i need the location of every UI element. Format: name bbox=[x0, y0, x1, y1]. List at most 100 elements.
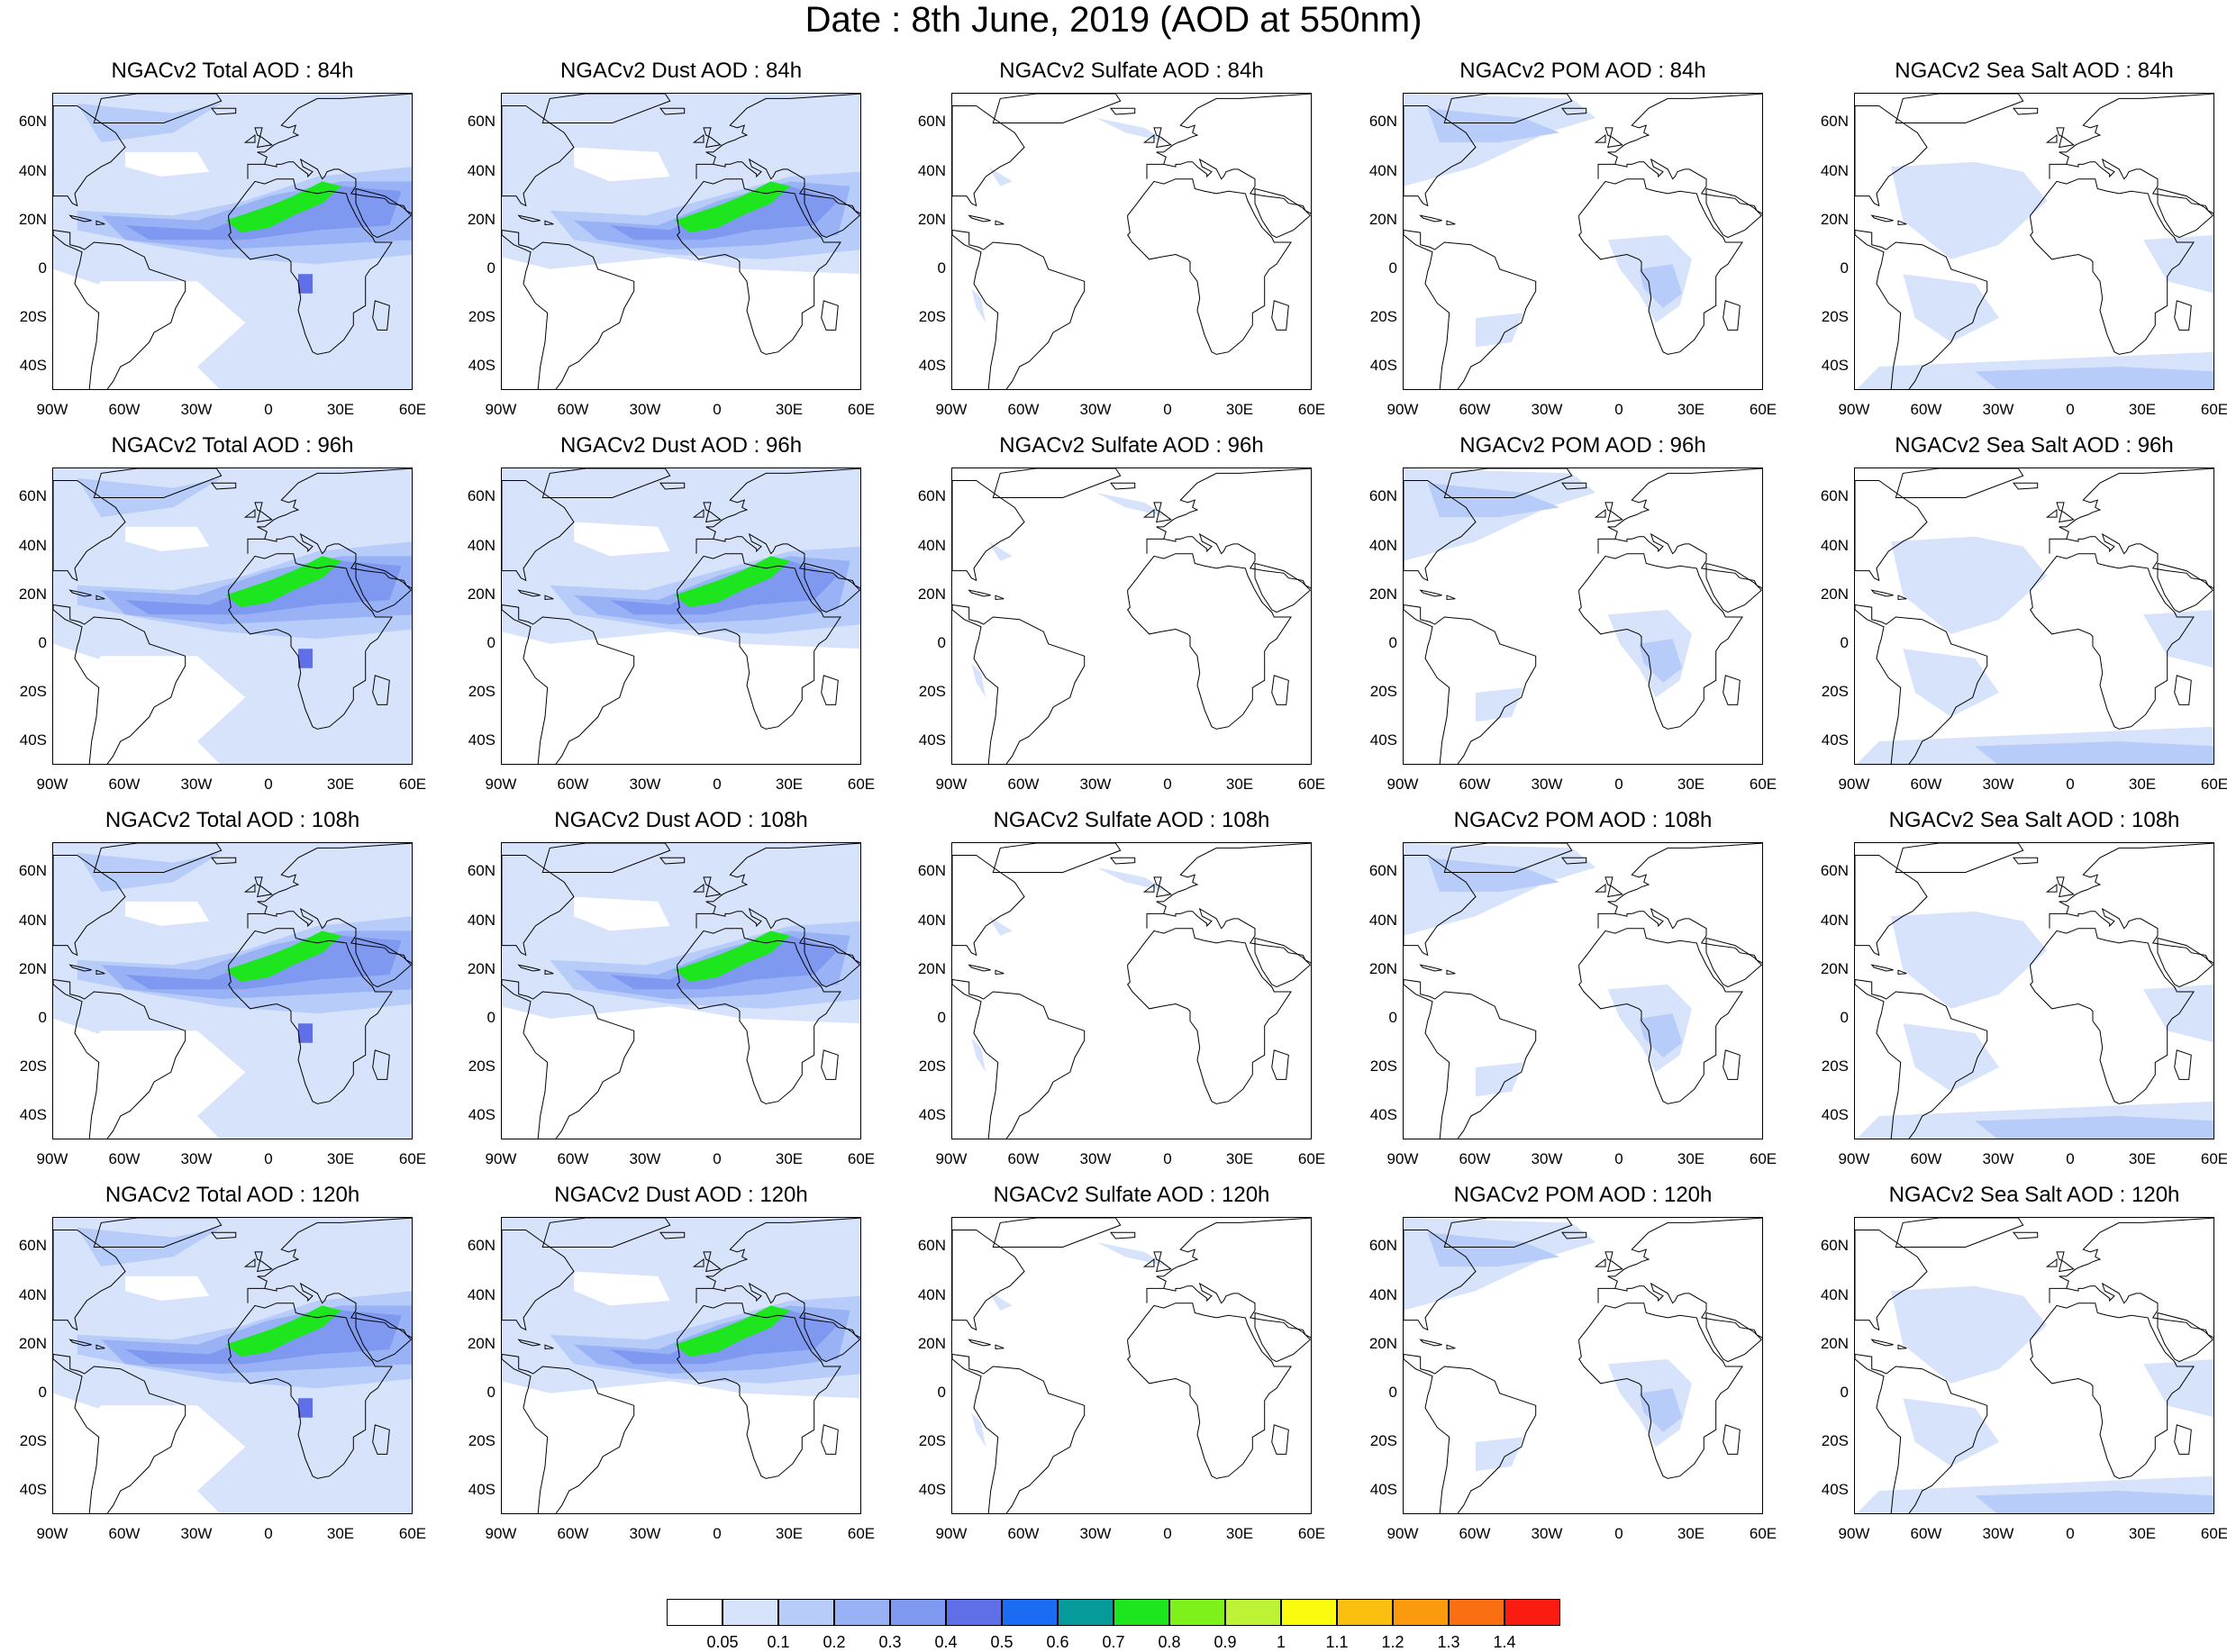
lat-tick-label: 20S bbox=[1369, 1057, 1397, 1075]
aod-field bbox=[125, 526, 210, 551]
coastline bbox=[1897, 595, 1907, 601]
aod-field bbox=[125, 901, 210, 926]
lat-tick-label: 40N bbox=[1368, 1285, 1397, 1303]
colorbar-swatch bbox=[1002, 1599, 1058, 1626]
lon-tick-label: 30E bbox=[1677, 1525, 1705, 1542]
coastline bbox=[703, 876, 722, 898]
coastline bbox=[1855, 480, 1928, 582]
lon-tick-label: 30E bbox=[775, 401, 804, 418]
aod-field bbox=[298, 274, 313, 294]
coastline bbox=[210, 482, 237, 490]
aod-field bbox=[1476, 1062, 1524, 1097]
lon-tick-label: 90W bbox=[485, 1525, 517, 1542]
lat-tick-label: 20N bbox=[917, 210, 946, 228]
aod-field bbox=[1975, 367, 2213, 389]
lat-tick-label: 40N bbox=[1368, 911, 1397, 929]
coastline bbox=[1443, 468, 1573, 498]
map-panel-sulfate-96h bbox=[951, 467, 1312, 765]
lon-tick-label: 30W bbox=[180, 776, 213, 793]
aod-field bbox=[1096, 493, 1168, 518]
lat-tick-label: 0 bbox=[937, 633, 946, 651]
aod-field bbox=[1096, 867, 1168, 893]
map-panel-dust-84h bbox=[501, 93, 861, 390]
lon-tick-label: 0 bbox=[1614, 401, 1623, 418]
lon-tick-label: 30W bbox=[629, 776, 661, 793]
aod-field bbox=[2143, 235, 2213, 294]
panel-title: NGACv2 Sulfate AOD : 96h bbox=[999, 433, 1264, 458]
lon-tick-label: 90W bbox=[36, 401, 68, 418]
coastline bbox=[372, 300, 390, 331]
lon-tick-label: 30W bbox=[1079, 401, 1112, 418]
lon-tick-label: 30W bbox=[1079, 1525, 1112, 1542]
lon-tick-label: 90W bbox=[1386, 776, 1419, 793]
coastline bbox=[517, 214, 541, 222]
aod-map bbox=[53, 1218, 412, 1513]
coastline bbox=[53, 1353, 186, 1513]
lat-tick-label: 40S bbox=[468, 731, 495, 749]
lat-tick-label: 40N bbox=[18, 536, 47, 554]
lon-tick-label: 30W bbox=[1982, 1150, 2014, 1167]
colorbar-swatch bbox=[1225, 1599, 1281, 1626]
lon-tick-label: 60E bbox=[398, 401, 427, 418]
lat-tick-label: 40N bbox=[917, 161, 946, 179]
coastline bbox=[1578, 178, 1743, 355]
lon-tick-label: 60E bbox=[2200, 776, 2227, 793]
coastline bbox=[541, 843, 671, 873]
coastline bbox=[1855, 855, 1928, 957]
aod-field bbox=[2143, 985, 2213, 1043]
coastline bbox=[2012, 857, 2039, 865]
lon-tick-label: 30W bbox=[629, 1525, 661, 1542]
lat-tick-label: 0 bbox=[486, 259, 495, 277]
coastline bbox=[1578, 928, 1743, 1104]
lat-tick-label: 0 bbox=[1388, 1008, 1397, 1026]
aod-field bbox=[1975, 1116, 2213, 1139]
coastline bbox=[952, 1353, 1086, 1513]
coastline bbox=[952, 105, 1025, 207]
coastline bbox=[677, 1303, 841, 1479]
lat-tick-label: 40S bbox=[1821, 1480, 1849, 1498]
lat-tick-label: 40S bbox=[19, 731, 47, 749]
coastline bbox=[1560, 1231, 1587, 1239]
coastline bbox=[2030, 1303, 2195, 1479]
lat-tick-label: 60N bbox=[1820, 1237, 1849, 1255]
coastline bbox=[1142, 508, 1155, 518]
lat-tick-label: 20N bbox=[1368, 959, 1397, 977]
panel-title: NGACv2 Sulfate AOD : 84h bbox=[999, 59, 1264, 83]
coastline bbox=[703, 502, 722, 523]
aod-map bbox=[53, 94, 412, 389]
aod-field bbox=[77, 1030, 246, 1116]
coastline bbox=[68, 589, 92, 597]
aod-field bbox=[675, 1305, 790, 1357]
panel-title: NGACv2 Sea Salt AOD : 120h bbox=[1888, 1183, 2180, 1207]
coastline bbox=[502, 1230, 575, 1331]
map-panel-dust-96h bbox=[501, 467, 861, 765]
lon-tick-label: 30W bbox=[1982, 1525, 2014, 1542]
lat-tick-label: 20S bbox=[468, 307, 495, 325]
coastline bbox=[1855, 1230, 1928, 1331]
aod-field bbox=[226, 1305, 341, 1357]
aod-map bbox=[952, 843, 1311, 1139]
lat-tick-label: 40S bbox=[468, 1105, 495, 1123]
lat-tick-label: 0 bbox=[486, 633, 495, 651]
lon-tick-label: 0 bbox=[264, 776, 273, 793]
lat-tick-label: 40N bbox=[18, 161, 47, 179]
colorbar-label: 1.4 bbox=[1493, 1633, 1516, 1651]
lat-tick-label: 0 bbox=[38, 633, 47, 651]
lon-tick-label: 30W bbox=[1982, 776, 2014, 793]
colorbar-label: 0.05 bbox=[706, 1633, 739, 1651]
lon-tick-label: 30E bbox=[1225, 1525, 1254, 1542]
lon-tick-label: 60E bbox=[847, 776, 876, 793]
coastline bbox=[2174, 1049, 2192, 1080]
panel-title: NGACv2 POM AOD : 84h bbox=[1459, 59, 1706, 83]
coastline bbox=[1127, 178, 1292, 355]
aod-field bbox=[971, 1412, 986, 1448]
coastline bbox=[517, 1339, 541, 1347]
coastline bbox=[1404, 978, 1537, 1139]
coastline bbox=[692, 883, 704, 893]
aod-field bbox=[502, 1405, 706, 1513]
coastline bbox=[821, 1049, 839, 1080]
aod-field bbox=[1639, 639, 1683, 683]
colorbar-label: 1.3 bbox=[1437, 1633, 1460, 1651]
coastline bbox=[695, 94, 860, 214]
coastline bbox=[1404, 105, 1477, 207]
